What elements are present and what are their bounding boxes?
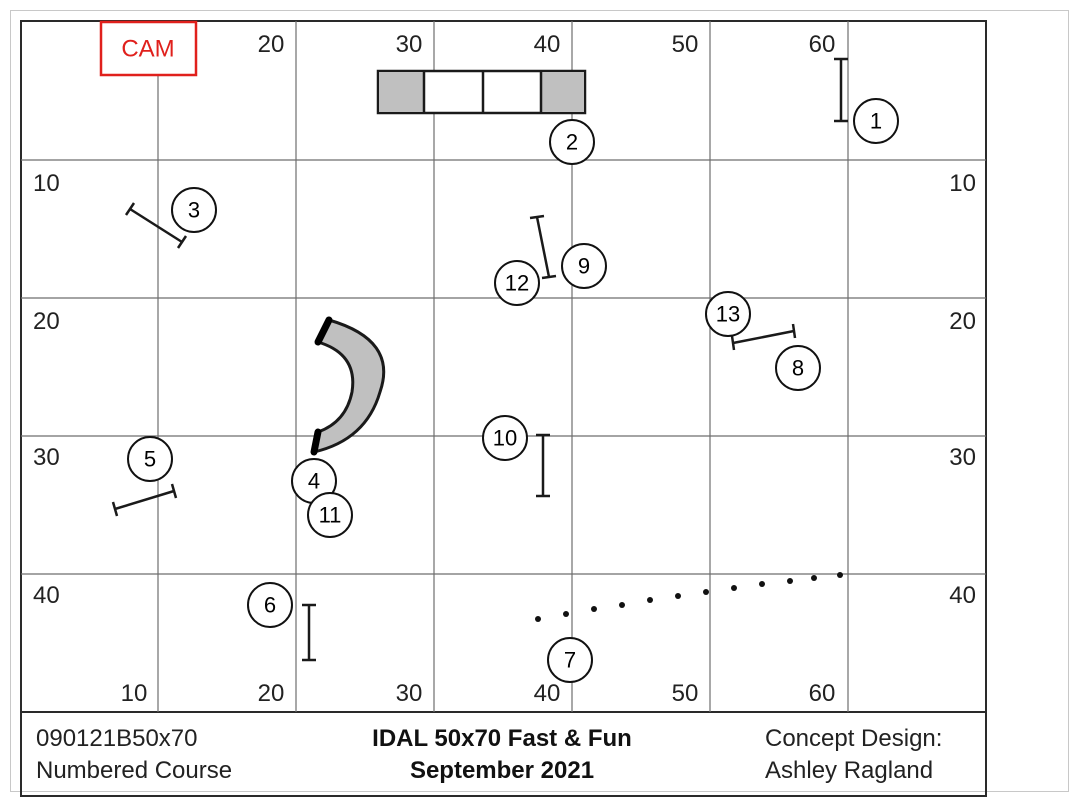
marker-8-circle [775,345,821,391]
marker-4-label: 4 [308,469,320,494]
marker-3-label: 3 [188,198,200,223]
marker-9-circle [561,243,607,289]
right-axis-label-40: 40 [949,582,976,609]
marker-13-label: 13 [716,302,740,327]
course-type: Numbered Course [36,757,232,784]
marker-2-circle [549,119,595,165]
dotted-line-obstacle [535,572,843,622]
top-axis-label-40: 40 [534,31,561,58]
right-axis-label-30: 30 [949,444,976,471]
marker-13-circle [705,291,751,337]
bottom-axis-label-30: 30 [396,680,423,707]
marker-12-circle [494,260,540,306]
bottom-axis-label-40: 40 [534,680,561,707]
marker-6-label: 6 [264,593,276,618]
top-axis-label-30: 30 [396,31,423,58]
bottom-axis-label-20: 20 [258,680,285,707]
marker-2-label: 2 [566,130,578,155]
course-title: IDAL 50x70 Fast & Fun [372,725,632,752]
right-axis-label-10: 10 [949,170,976,197]
marker-8-label: 8 [792,356,804,381]
obstacle-markers [127,98,899,683]
design-label: Concept Design: [765,725,942,752]
marker-5-circle [127,436,173,482]
top-axis-label-50: 50 [672,31,699,58]
designer-name: Ashley Ragland [765,757,933,784]
bottom-axis-label-10: 10 [121,680,148,707]
marker-11-circle [307,492,353,538]
right-axis-label-20: 20 [949,308,976,335]
left-axis-label-20: 20 [33,308,60,335]
top-axis-label-60: 60 [809,31,836,58]
marker-1-label: 1 [870,109,882,134]
course-date: September 2021 [410,757,594,784]
bottom-axis-label-60: 60 [809,680,836,707]
grid-lines [21,21,986,712]
course-code: 090121B50x70 [36,725,197,752]
left-axis-label-40: 40 [33,582,60,609]
left-axis-label-10: 10 [33,170,60,197]
page-frame [10,10,1069,792]
marker-5-label: 5 [144,447,156,472]
marker-10-circle [482,415,528,461]
bottom-axis-label-50: 50 [672,680,699,707]
marker-9-label: 9 [578,254,590,279]
cam-box [99,20,198,77]
cam-label: CAM [121,36,174,63]
table-obstacle [376,69,587,115]
marker-11-label: 11 [319,503,342,528]
marker-6-circle [247,582,293,628]
tunnel-obstacle [310,316,386,456]
marker-3-circle [171,187,217,233]
marker-7-circle [547,637,593,683]
ring-border [20,20,987,713]
jump-bars [111,57,848,662]
marker-12-label: 12 [505,271,529,296]
footer-box [20,711,987,797]
marker-7-label: 7 [564,648,576,673]
left-axis-label-30: 30 [33,444,60,471]
marker-10-label: 10 [493,426,517,451]
top-axis-label-20: 20 [258,31,285,58]
marker-1-circle [853,98,899,144]
